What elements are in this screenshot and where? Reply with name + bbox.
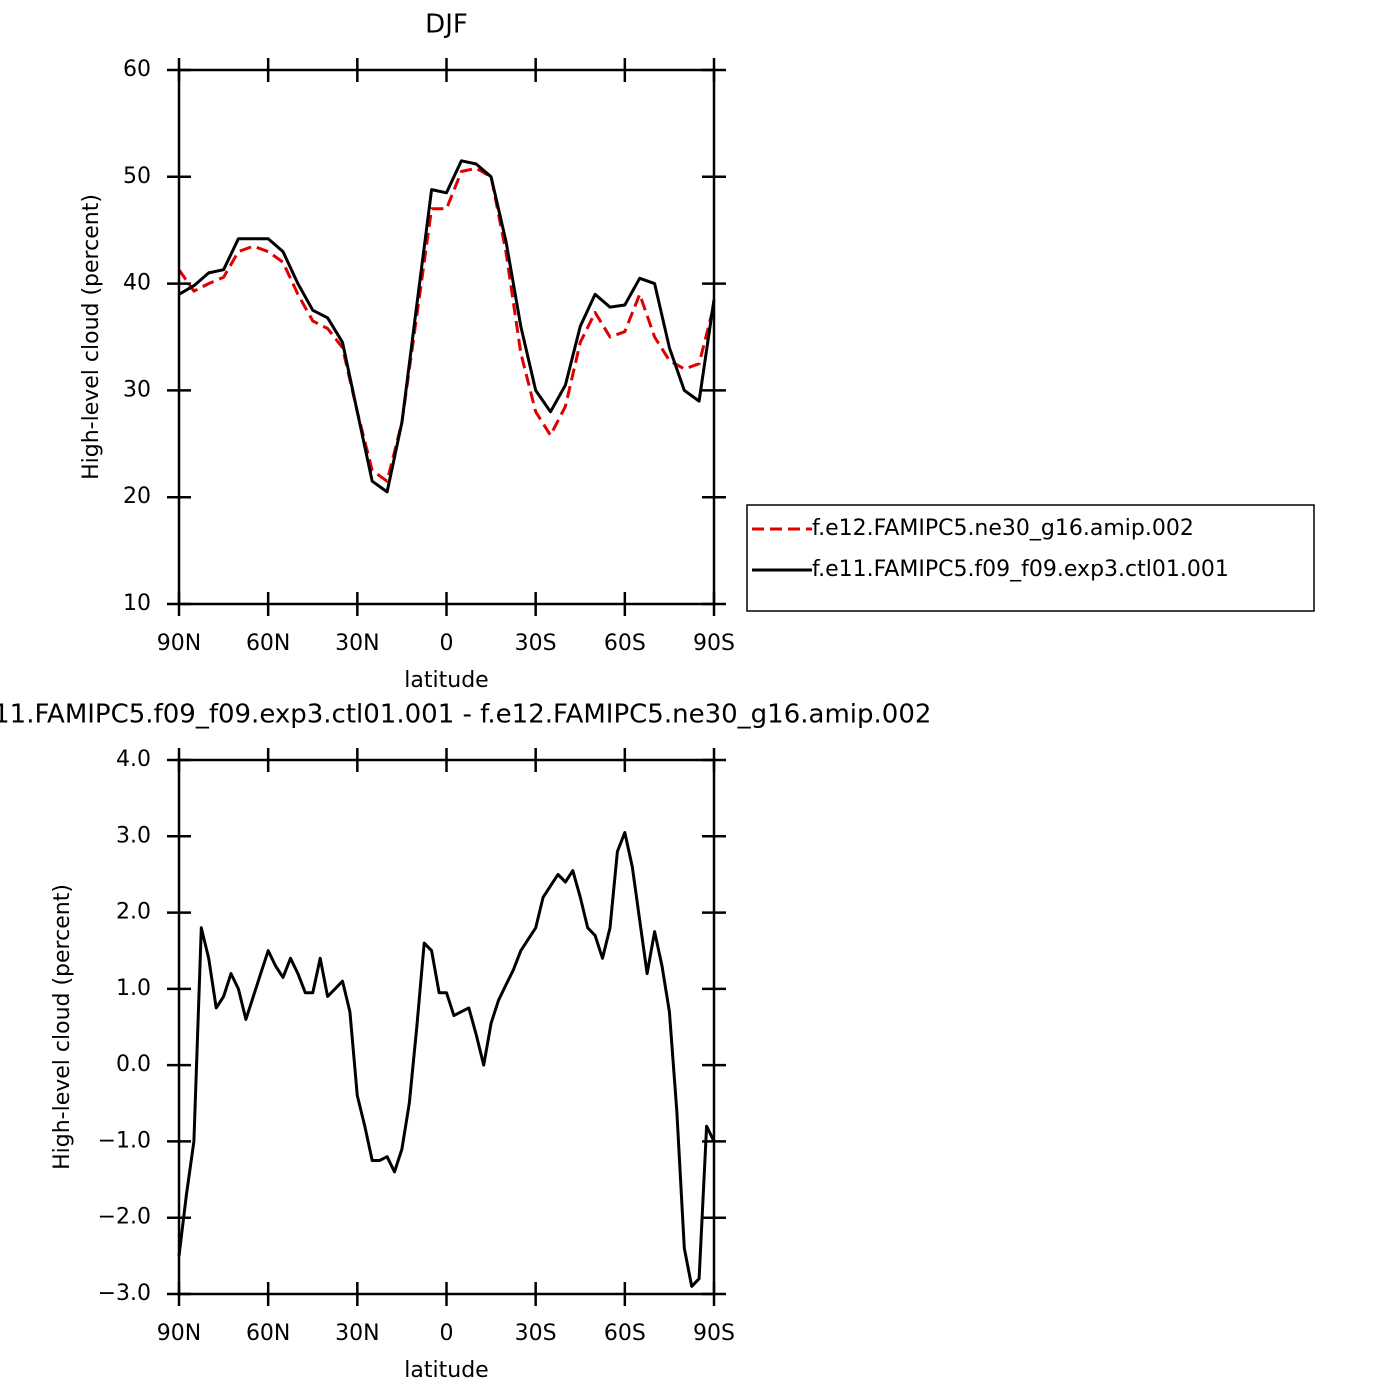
- x-tick-label: 60N: [246, 631, 290, 656]
- x-tick-label: 30N: [335, 1321, 379, 1346]
- y-axis-label: High-level cloud (percent): [50, 884, 75, 1170]
- data-line: [178, 159, 716, 494]
- legend-label: f.e11.FAMIPC5.f09_f09.exp3.ctl01.001: [812, 557, 1229, 582]
- x-tick-label: 0: [440, 631, 454, 656]
- data-line: [177, 831, 716, 1288]
- y-tick-label: −3.0: [98, 1281, 151, 1306]
- x-tick-label: 60S: [604, 631, 646, 656]
- y-tick-label: 4.0: [116, 747, 151, 772]
- y-tick-label: 3.0: [116, 823, 151, 848]
- x-tick-label: 90S: [693, 1321, 735, 1346]
- x-axis-label: latitude: [404, 668, 488, 693]
- legend-box: [746, 504, 1315, 612]
- y-tick-label: 1.0: [116, 976, 151, 1001]
- y-tick-label: 0.0: [116, 1052, 151, 1077]
- y-tick-label: 40: [123, 271, 151, 296]
- x-tick-label: 90N: [157, 631, 201, 656]
- chart-title: f.e11.FAMIPC5.f09_f09.exp3.ctl01.001 - f…: [0, 700, 931, 730]
- y-tick-label: 20: [123, 484, 151, 509]
- y-tick-label: −2.0: [98, 1205, 151, 1230]
- x-tick-label: 0: [440, 1321, 454, 1346]
- x-tick-label: 90N: [157, 1321, 201, 1346]
- y-tick-label: 50: [123, 164, 151, 189]
- y-axis-label: High-level cloud (percent): [79, 194, 104, 480]
- plot-frame: [177, 68, 716, 606]
- x-tick-label: 30S: [515, 631, 557, 656]
- legend-label: f.e12.FAMIPC5.ne30_g16.amip.002: [812, 516, 1194, 541]
- x-axis-label: latitude: [404, 1358, 488, 1383]
- y-tick-label: 30: [123, 377, 151, 402]
- data-line: [177, 166, 716, 483]
- y-tick-label: −1.0: [98, 1128, 151, 1153]
- x-tick-label: 60S: [604, 1321, 646, 1346]
- y-tick-label: 2.0: [116, 900, 151, 925]
- x-tick-label: 30N: [335, 631, 379, 656]
- y-tick-label: 60: [123, 57, 151, 82]
- x-tick-label: 90S: [693, 631, 735, 656]
- y-tick-label: 10: [123, 591, 151, 616]
- x-tick-label: 60N: [246, 1321, 290, 1346]
- x-tick-label: 30S: [515, 1321, 557, 1346]
- plot-frame: [177, 758, 716, 1296]
- chart-title: DJF: [425, 10, 468, 40]
